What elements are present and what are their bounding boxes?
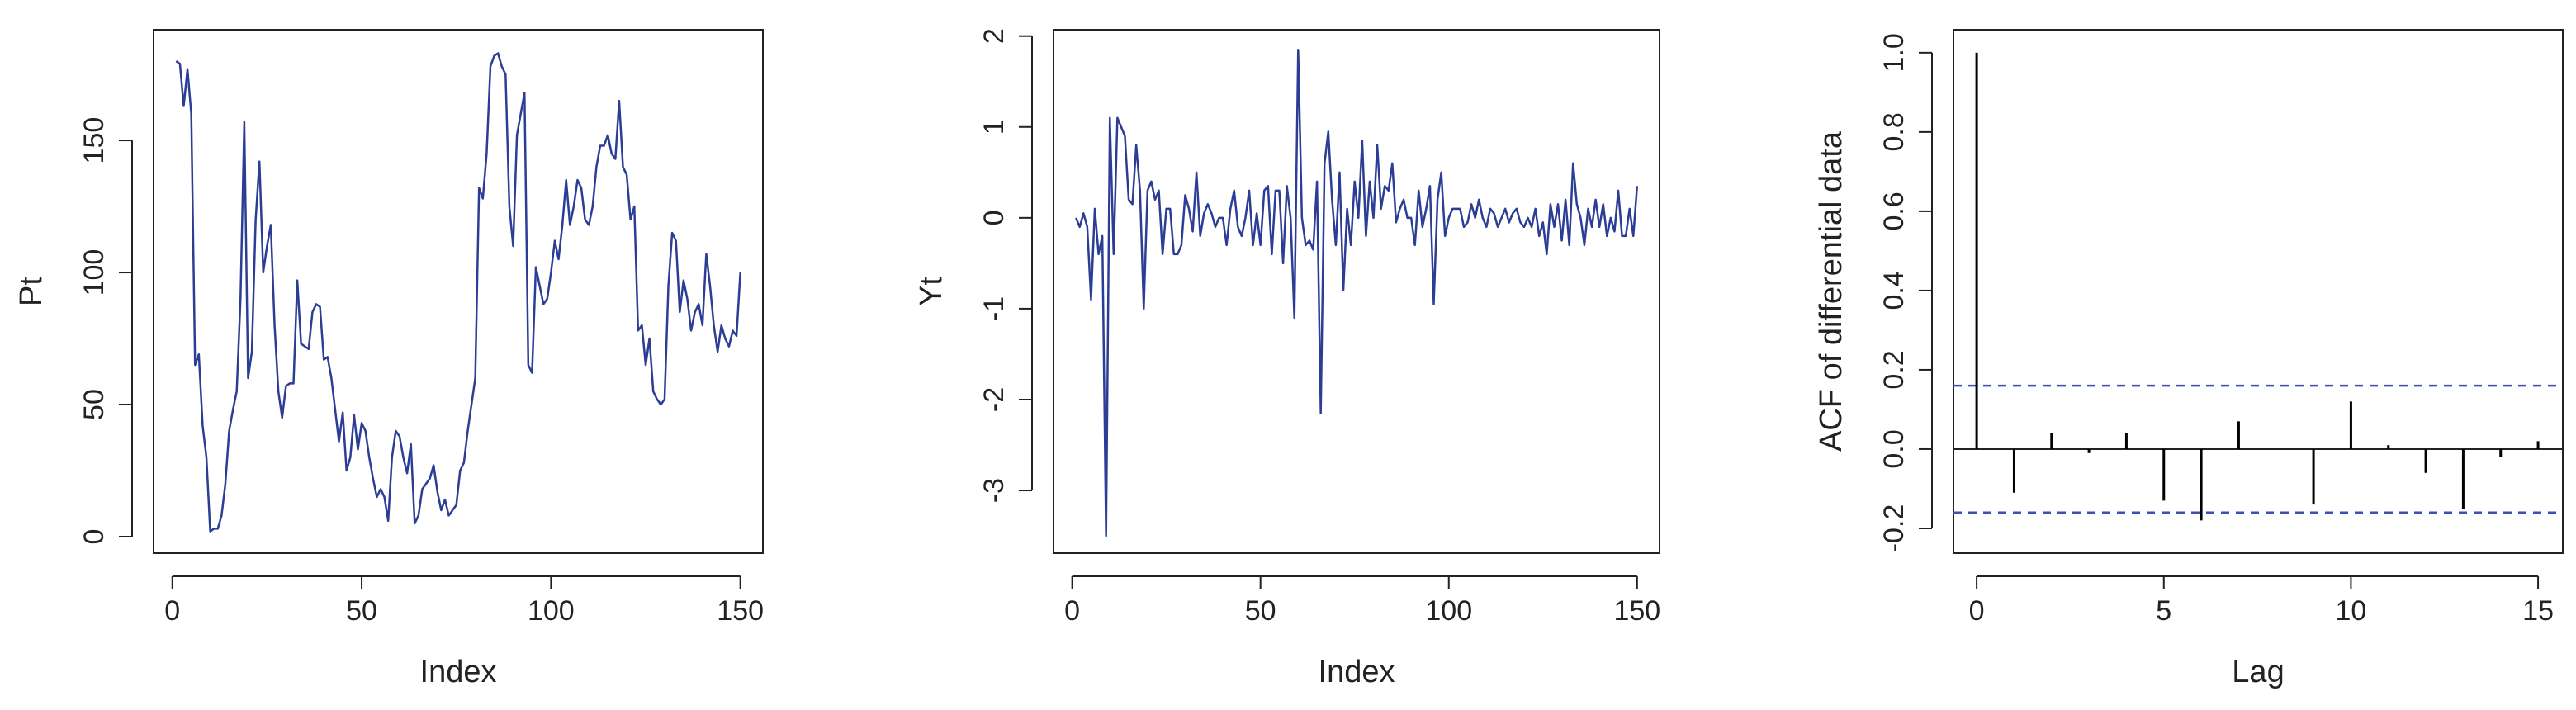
y-tick-label: 0.0 [1878, 429, 1910, 468]
y-tick-label: 0.2 [1878, 350, 1910, 389]
x-tick-label: 50 [1245, 595, 1276, 627]
x-tick-label: 10 [2336, 595, 2367, 627]
y-tick-label: 150 [78, 117, 110, 164]
x-tick-label: 5 [2156, 595, 2171, 627]
y-tick-label: 0 [78, 529, 110, 545]
y-tick-label: -0.2 [1878, 504, 1910, 553]
x-tick-label: 150 [1613, 595, 1660, 627]
x-tick-label: 0 [164, 595, 180, 627]
y-tick-label: -2 [978, 387, 1010, 412]
y-tick-label: -3 [978, 478, 1010, 503]
y-tick-label: 50 [78, 389, 110, 420]
x-axis-title: Lag [2232, 655, 2284, 689]
y-tick-label: 2 [978, 28, 1010, 44]
y-tick-label: 0.8 [1878, 112, 1910, 151]
plot-frame [1953, 29, 2564, 554]
y-tick-label: 100 [78, 249, 110, 296]
plot-frame [153, 29, 764, 554]
y-tick-label: 1 [978, 119, 1010, 135]
y-tick-label: -1 [978, 296, 1010, 321]
x-tick-label: 15 [2522, 595, 2554, 627]
x-axis-title: Index [420, 655, 497, 689]
y-axis-title: Pt [14, 277, 49, 306]
x-tick-label: 100 [1425, 595, 1472, 627]
y-tick-label: 0.6 [1878, 192, 1910, 230]
plot-frame [1053, 29, 1660, 554]
x-tick-label: 100 [528, 595, 575, 627]
x-tick-label: 150 [717, 595, 764, 627]
x-tick-label: 0 [1969, 595, 1985, 627]
data-line [175, 52, 741, 532]
y-tick-label: 1.0 [1878, 33, 1910, 72]
y-axis-title: ACF of differential data [1814, 130, 1849, 452]
x-tick-label: 0 [1064, 595, 1080, 627]
y-axis-title: Yt [914, 277, 949, 306]
data-line [1075, 48, 1639, 537]
x-tick-label: 50 [346, 595, 377, 627]
x-axis-title: Index [1319, 655, 1395, 689]
y-tick-label: 0 [978, 210, 1010, 225]
y-tick-label: 0.4 [1878, 271, 1910, 310]
